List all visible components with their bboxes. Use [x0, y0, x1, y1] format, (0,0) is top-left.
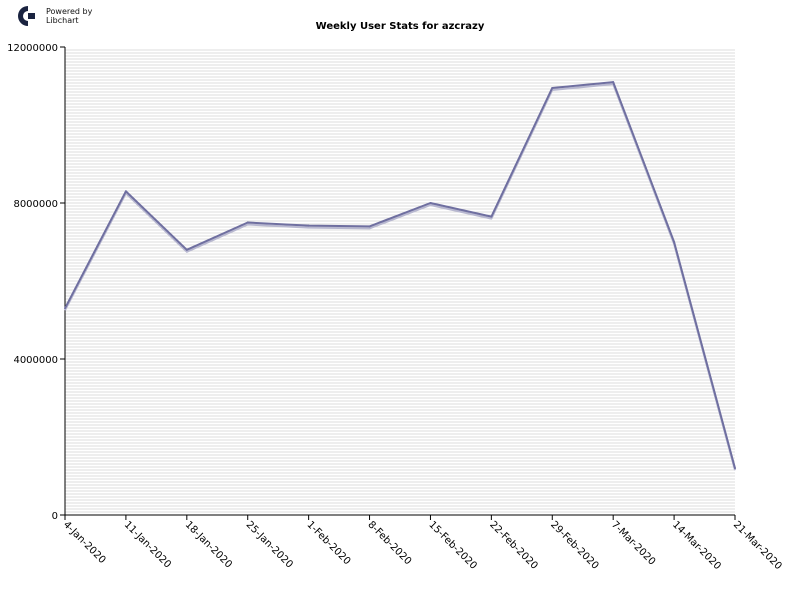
- x-tick-label: 4-Jan-2020: [61, 519, 108, 566]
- x-axis-ticks: 4-Jan-2020 11-Jan-2020 18-Jan-2020 25-Jan-2…: [61, 515, 784, 572]
- data-point: [551, 86, 554, 89]
- brand-powered-by: Powered by: [46, 7, 93, 16]
- data-point: [307, 224, 310, 227]
- series-line: [64, 81, 736, 469]
- x-tick-label: 25-Jan-2020: [244, 519, 295, 570]
- series-line-shadow: [64, 83, 736, 471]
- x-tick-label: 8-Feb-2020: [365, 519, 413, 567]
- brand-name: Libchart: [46, 16, 79, 25]
- x-tick-label: 7-Mar-2020: [609, 519, 657, 567]
- data-point: [368, 225, 371, 228]
- x-tick-label: 29-Feb-2020: [548, 519, 600, 571]
- x-tick-label: 11-Jan-2020: [122, 519, 173, 570]
- data-point: [673, 241, 676, 243]
- y-tick-label: 8000000: [13, 199, 58, 210]
- y-tick-label: 0: [52, 511, 58, 522]
- y-axis-ticks: 0 4000000 8000000 12000000: [7, 43, 65, 522]
- grid-lines: [65, 49, 735, 513]
- chart-title: Weekly User Stats for azcrazy: [316, 21, 485, 32]
- data-point: [429, 202, 432, 204]
- data-point: [246, 221, 249, 224]
- y-tick-label: 12000000: [7, 43, 58, 54]
- y-tick-label: 4000000: [13, 355, 58, 366]
- libchart-logo-icon: [18, 6, 35, 26]
- x-tick-label: 14-Mar-2020: [670, 519, 723, 572]
- data-point: [185, 248, 188, 251]
- data-point: [490, 215, 493, 218]
- data-point: [64, 307, 66, 310]
- brand-block: Powered by Libchart: [16, 4, 116, 28]
- data-point: [734, 467, 736, 470]
- x-tick-label: 15-Feb-2020: [426, 519, 478, 571]
- x-tick-label: 1-Feb-2020: [305, 519, 353, 567]
- x-tick-label: 22-Feb-2020: [487, 519, 539, 571]
- data-point: [124, 190, 127, 193]
- x-tick-label: 18-Jan-2020: [183, 519, 234, 570]
- axes: [64, 47, 735, 516]
- x-tick-label: 21-Mar-2020: [731, 519, 784, 572]
- series-users: [64, 81, 736, 471]
- data-point: [612, 81, 615, 84]
